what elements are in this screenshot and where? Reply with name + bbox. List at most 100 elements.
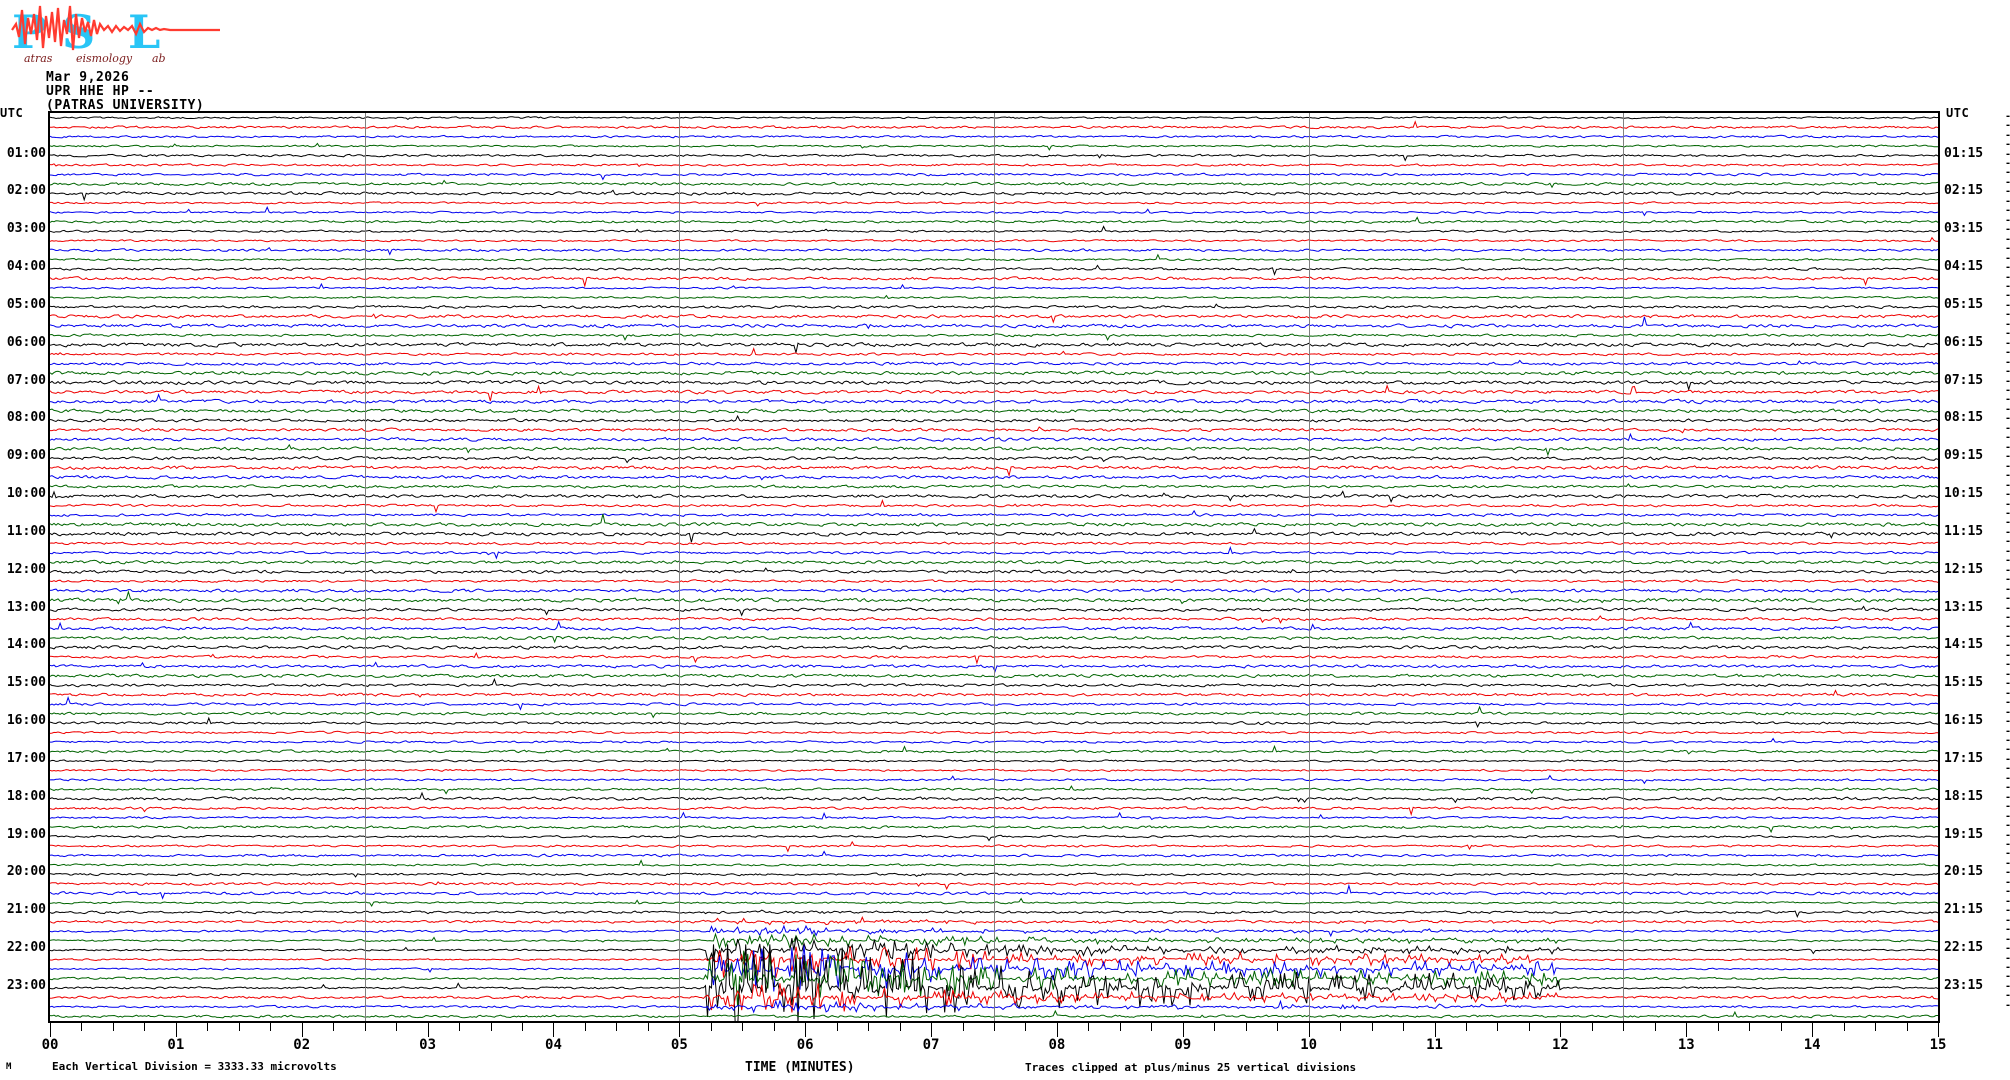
trace-value: -4988 (2005, 517, 2010, 528)
trace-value: -5195 (2005, 659, 2010, 670)
axis-tick-minor (647, 1023, 649, 1031)
axis-tick-minor (962, 1023, 964, 1031)
trace-value: -5219 (2005, 366, 2010, 377)
axis-tick-minor (616, 1023, 618, 1031)
trace-value: -5228 (2005, 735, 2010, 746)
axis-tick-label: 05 (670, 1037, 688, 1053)
header-station: UPR HHE HP -- (46, 84, 155, 99)
trace-value: -5108 (2005, 612, 2010, 623)
hour-label-right: 06:15 (1944, 334, 1984, 350)
trace-value: -5185 (2005, 782, 2010, 793)
trace-value: -5331 (2005, 215, 2010, 226)
trace-value: -5227 (2005, 338, 2010, 349)
hour-label-right: 04:15 (1944, 259, 1984, 275)
axis-tick-minor (584, 1023, 586, 1031)
trace-value: -5083 (2005, 413, 2010, 424)
hour-label-left: 12:00 (6, 561, 46, 577)
trace-value: -5437 (2005, 915, 2010, 926)
hour-label-right: 10:15 (1944, 486, 1984, 502)
axis-tick-minor (490, 1023, 492, 1031)
hour-label-left: 17:00 (6, 750, 46, 766)
trace-value: -5167 (2005, 688, 2010, 699)
trace-value: -5149 (2005, 527, 2010, 538)
trace-value: -5203 (2005, 328, 2010, 339)
hour-label-left: 13:00 (6, 599, 46, 615)
trace-value: -5191 (2005, 801, 2010, 812)
axis-tick-minor (1340, 1023, 1342, 1031)
hour-label-right: 15:15 (1944, 675, 1984, 691)
hour-label-right: 13:15 (1944, 599, 1984, 615)
axis-tick-minor (710, 1023, 712, 1031)
axis-tick-major (301, 1023, 303, 1037)
trace-value: -5331 (2005, 716, 2010, 727)
hour-label-right: 07:15 (1944, 372, 1984, 388)
axis-tick-minor (1371, 1023, 1373, 1031)
trace-value: -5334 (2005, 309, 2010, 320)
hour-label-left: 08:00 (6, 410, 46, 426)
axis-tick-minor (1403, 1023, 1405, 1031)
trace-value: -5364 (2005, 896, 2010, 907)
axis-tick-minor (1277, 1023, 1279, 1031)
svg-text:ab: ab (152, 52, 166, 65)
corner-mark: M (6, 1062, 12, 1072)
trace-value: -5270 (2005, 404, 2010, 415)
trace-value: -5416 (2005, 640, 2010, 651)
hour-label-right: 14:15 (1944, 637, 1984, 653)
grid-line (1623, 113, 1625, 1021)
trace-value: -5372 (2005, 574, 2010, 585)
hour-label-left: 04:00 (6, 259, 46, 275)
axis-tick-label: 09 (1174, 1037, 1192, 1053)
axis-tick-minor (1214, 1023, 1216, 1031)
trace-value: -5237 (2005, 811, 2010, 822)
axis-tick-minor (1843, 1023, 1845, 1031)
axis-tick-label: 08 (1048, 1037, 1066, 1053)
axis-tick-minor (81, 1023, 83, 1031)
axis-tick-minor (1528, 1023, 1530, 1031)
trace-value: -5481 (2005, 546, 2010, 557)
axis-tick-major (1182, 1023, 1184, 1037)
trace-value: -5311 (2005, 281, 2010, 292)
trace-value: -5172 (2005, 830, 2010, 841)
axis-tick-label: 13 (1677, 1037, 1695, 1053)
grid-line (1308, 113, 1310, 1021)
trace-value: -5155 (2005, 669, 2010, 680)
trace-value: -5293 (2005, 584, 2010, 595)
trace-value: -5274 (2005, 981, 2010, 992)
trace-value: -5215 (2005, 186, 2010, 197)
hour-label-left: 06:00 (6, 334, 46, 350)
axis-tick-minor (207, 1023, 209, 1031)
axis-tick-minor (1654, 1023, 1656, 1031)
axis-tick-minor (1591, 1023, 1593, 1031)
trace-value: -5270 (2005, 376, 2010, 387)
svg-text:eismology: eismology (76, 52, 133, 65)
trace-value: -4954 (2005, 489, 2010, 500)
axis-tick-minor (238, 1023, 240, 1031)
trace-value: -4968 (2005, 385, 2010, 396)
hour-label-right: 09:15 (1944, 448, 1984, 464)
trace-value: -5314 (2005, 130, 2010, 141)
hour-label-right: 21:15 (1944, 902, 1984, 918)
hour-label-left: 23:00 (6, 977, 46, 993)
hour-label-left: 22:00 (6, 940, 46, 956)
trace-value: -5034 (2005, 470, 2010, 481)
trace-value: -5279 (2005, 120, 2010, 131)
axis-tick-minor (1497, 1023, 1499, 1031)
hour-label-right: 01:15 (1944, 145, 1984, 161)
trace-value: -5257 (2005, 290, 2010, 301)
axis-tick-major (679, 1023, 681, 1037)
trace-value: -5361 (2005, 971, 2010, 982)
hour-label-left: 05:00 (6, 296, 46, 312)
trace-value: -5243 (2005, 394, 2010, 405)
trace-value: -5248 (2005, 234, 2010, 245)
hour-label-right: 03:15 (1944, 221, 1984, 237)
axis-tick-label: 10 (1300, 1037, 1318, 1053)
axis-tick-major (427, 1023, 429, 1037)
hour-label-left: 09:00 (6, 448, 46, 464)
trace-value: -5320 (2005, 621, 2010, 632)
helicorder-plot[interactable] (48, 111, 1940, 1023)
trace-value: -5262 (2005, 877, 2010, 888)
axis-tick-major (1056, 1023, 1058, 1037)
axis-tick-minor (1119, 1023, 1121, 1031)
hour-label-left: 01:00 (6, 145, 46, 161)
hour-label-right: 02:15 (1944, 183, 1984, 199)
